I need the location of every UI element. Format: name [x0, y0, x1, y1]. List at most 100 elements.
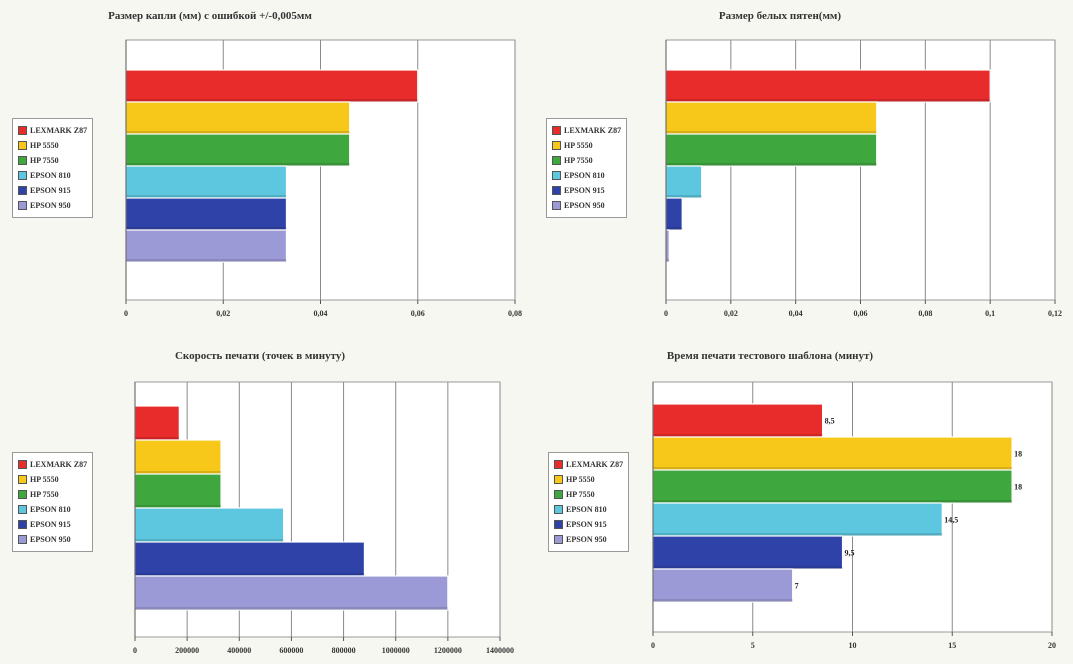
legend-item: HP 5550	[554, 472, 623, 487]
chart-panel-print-time: Время печати тестового шаблона (минут) L…	[540, 332, 1073, 664]
legend-label: EPSON 950	[30, 201, 71, 210]
legend-item: EPSON 950	[18, 532, 87, 547]
bar-shade	[126, 163, 350, 166]
data-label: 18	[1014, 483, 1022, 492]
bar	[125, 197, 288, 231]
chart-title: Размер белых пятен(мм)	[718, 10, 842, 22]
legend-swatch	[18, 201, 27, 210]
tick-label: 0	[664, 309, 668, 318]
tick-label: 1400000	[486, 646, 514, 655]
legend-label: LEXMARK Z87	[564, 126, 622, 135]
legend-swatch	[554, 535, 563, 544]
tick-label: 0,08	[918, 309, 932, 318]
chart-panel-print-speed: Скорость печати (точек в минуту) LEXMARK…	[0, 332, 540, 664]
legend-swatch	[554, 475, 563, 484]
bar-shade	[126, 99, 418, 102]
legend-label: EPSON 950	[564, 201, 605, 210]
bar	[665, 165, 703, 199]
bar-shade	[653, 566, 843, 569]
legend-item: EPSON 915	[552, 183, 621, 198]
bar	[134, 473, 222, 509]
data-label: 8,5	[825, 417, 835, 426]
bar	[665, 101, 878, 135]
data-label: 7	[795, 582, 799, 591]
bar	[134, 405, 180, 441]
legend-swatch	[18, 490, 27, 499]
legend-swatch	[552, 141, 561, 150]
legend-item: EPSON 810	[554, 502, 623, 517]
legend-item: EPSON 950	[554, 532, 623, 547]
chart-legend: LEXMARK Z87 HP 5550 HP 7550 EPSON 810 EP…	[12, 118, 94, 218]
legend-item: HP 7550	[552, 153, 621, 168]
legend-item: HP 5550	[18, 138, 87, 153]
bar-shade	[666, 195, 702, 198]
legend-swatch	[18, 171, 27, 180]
legend-item: HP 7550	[18, 487, 87, 502]
legend-item: EPSON 950	[18, 198, 87, 213]
legend-item: EPSON 810	[552, 168, 621, 183]
tick-label: 800000	[332, 646, 356, 655]
tick-label: 10	[849, 641, 857, 650]
legend-label: HP 5550	[564, 141, 593, 150]
bar-shade	[126, 131, 350, 134]
bar-shade	[666, 227, 683, 230]
legend-label: HP 7550	[566, 490, 595, 499]
legend-swatch	[18, 460, 27, 469]
bar	[125, 101, 351, 135]
tick-label: 0,1	[985, 309, 995, 318]
legend-label: HP 7550	[564, 156, 593, 165]
chart-panel-drop-size: Размер капли (мм) с ошибкой +/-0,005мм L…	[0, 0, 540, 332]
tick-label: 0,02	[216, 309, 230, 318]
tick-label: 0,08	[508, 309, 522, 318]
legend-item: EPSON 950	[552, 198, 621, 213]
legend-swatch	[18, 186, 27, 195]
tick-label: 0	[133, 646, 137, 655]
legend-item: LEXMARK Z87	[552, 123, 621, 138]
tick-label: 1200000	[434, 646, 462, 655]
legend-swatch	[552, 171, 561, 180]
legend-item: EPSON 810	[18, 502, 87, 517]
tick-label: 15	[948, 641, 956, 650]
bar-shade	[653, 599, 793, 602]
chart-legend: LEXMARK Z87 HP 5550 HP 7550 EPSON 810 EP…	[12, 452, 94, 552]
legend-swatch	[554, 490, 563, 499]
legend-item: LEXMARK Z87	[18, 123, 87, 138]
bar	[652, 469, 1013, 504]
legend-swatch	[552, 201, 561, 210]
tick-label: 0,06	[411, 309, 425, 318]
data-label: 9,5	[845, 549, 855, 558]
legend-label: HP 5550	[30, 475, 59, 484]
legend-label: LEXMARK Z87	[566, 460, 624, 469]
bar-shade	[653, 434, 823, 437]
legend-item: HP 5550	[552, 138, 621, 153]
bar	[125, 133, 351, 167]
tick-label: 200000	[175, 646, 199, 655]
tick-label: 0	[651, 641, 655, 650]
legend-swatch	[18, 475, 27, 484]
tick-label: 400000	[227, 646, 251, 655]
bar-shade	[135, 539, 284, 542]
bar	[125, 165, 288, 199]
legend-label: EPSON 810	[30, 171, 71, 180]
bar	[134, 507, 285, 543]
bar-chart: 0 200000 400000 600000 800000 1000000 1200000 1…	[133, 381, 514, 655]
bar	[652, 568, 794, 603]
legend-swatch	[18, 141, 27, 150]
tick-label: 0	[124, 309, 128, 318]
bar-shade	[666, 99, 991, 102]
bar-shade	[653, 467, 1013, 470]
tick-label: 0,02	[724, 309, 738, 318]
legend-swatch	[554, 460, 563, 469]
legend-swatch	[18, 126, 27, 135]
legend-item: EPSON 915	[18, 517, 87, 532]
tick-label: 0,04	[314, 309, 328, 318]
bar	[125, 229, 288, 263]
bar-shade	[135, 437, 180, 440]
legend-item: HP 7550	[18, 153, 87, 168]
legend-swatch	[18, 156, 27, 165]
bar-shade	[135, 471, 222, 474]
legend-label: HP 5550	[566, 475, 595, 484]
bar	[134, 575, 449, 611]
legend-swatch	[552, 156, 561, 165]
tick-label: 5	[751, 641, 755, 650]
